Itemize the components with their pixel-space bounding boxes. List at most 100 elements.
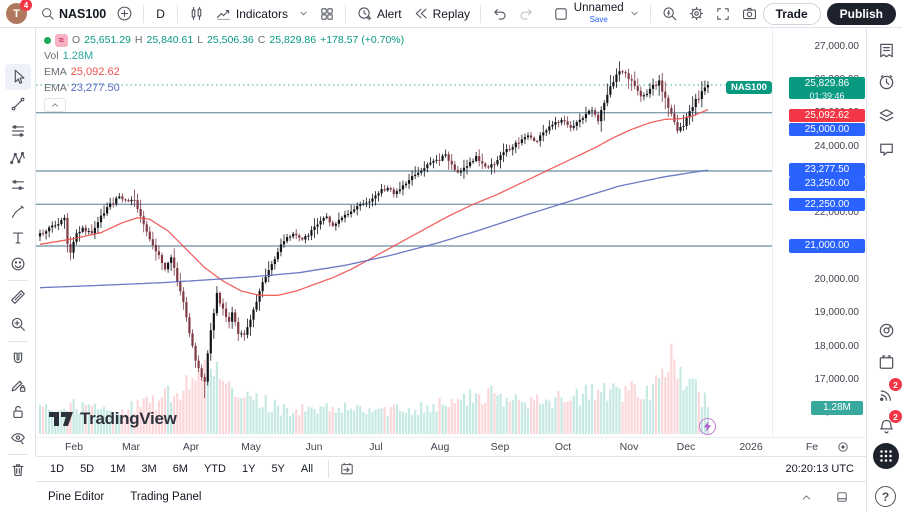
fib-retracement-tool-button[interactable]	[5, 118, 31, 144]
scroll-to-realtime-button[interactable]	[836, 440, 850, 457]
alert-button[interactable]: Alert	[351, 2, 407, 25]
cursor-tool-button[interactable]	[5, 64, 31, 90]
measure-tool-button[interactable]	[5, 284, 31, 310]
indicators-button[interactable]: Indicators	[210, 2, 293, 25]
zoom-in-button[interactable]	[5, 311, 31, 337]
change-value: +178.57 (+0.70%)	[320, 33, 405, 46]
price-label-2500000: 25,000.00	[789, 122, 865, 137]
date-tick-jun: Jun	[305, 441, 323, 453]
notifications-button[interactable]: 2	[874, 410, 902, 438]
cursor-icon	[14, 69, 25, 84]
bottom-tab-trading-panel[interactable]: Trading Panel	[130, 491, 202, 503]
right-sidebar: 2 2	[866, 28, 902, 512]
timeframe-button-5y[interactable]: 5Y	[265, 460, 290, 478]
layout-chevron[interactable]	[624, 5, 645, 22]
timeframe-button-3m[interactable]: 3M	[135, 460, 162, 478]
indicator-templates-chevron[interactable]	[293, 5, 314, 22]
legend-ema-fast-row[interactable]: EMA 25,092.62	[44, 66, 404, 78]
legend-volume-row[interactable]: Vol 1.28M	[44, 50, 404, 62]
snapshot-button[interactable]	[736, 2, 763, 25]
remove-drawings-button[interactable]	[5, 457, 31, 483]
drawing-mode-button[interactable]	[5, 372, 31, 398]
expand-panel-button[interactable]	[795, 488, 818, 507]
replay-label: Replay	[432, 6, 470, 21]
radar-icon	[879, 323, 893, 337]
clock-icon	[879, 74, 893, 89]
screener-button[interactable]	[874, 318, 898, 342]
brush-tool-button[interactable]	[5, 199, 31, 225]
alert-label: Alert	[376, 6, 402, 21]
notifications-count-badge: 2	[889, 410, 902, 423]
price-tick: 27,000.00	[814, 40, 860, 52]
alerts-panel-button[interactable]	[874, 70, 898, 94]
boost-lightning-icon[interactable]	[699, 418, 716, 435]
undo-button[interactable]	[486, 2, 513, 25]
camera-icon	[742, 7, 756, 20]
multichart-layout-button[interactable]	[314, 3, 340, 25]
separator	[176, 4, 178, 23]
price-axis[interactable]: 27,000.0026,000.0025,000.0024,000.0023,0…	[726, 28, 866, 437]
object-tree-button[interactable]	[874, 103, 898, 127]
text-tool-button[interactable]	[5, 225, 31, 251]
legend-ohlc-row[interactable]: ≈ O 25,651.29 H 25,840.61 L 25,506.36 C 25,8…	[44, 33, 405, 47]
chat-button[interactable]	[874, 137, 898, 161]
trade-button[interactable]: Trade	[762, 2, 821, 25]
replay-button[interactable]: Replay	[407, 2, 475, 25]
apps-grid-button[interactable]	[873, 443, 899, 469]
calendar-button[interactable]	[874, 350, 898, 374]
volume-label: Vol	[44, 49, 59, 62]
restore-panel-button[interactable]	[830, 487, 854, 507]
position-tool-button[interactable]	[5, 172, 31, 198]
go-to-date-button[interactable]	[334, 458, 360, 480]
chart-pane[interactable]: ≈ O 25,651.29 H 25,840.61 L 25,506.36 C 25,8…	[36, 28, 772, 437]
help-button[interactable]: ?	[875, 486, 896, 507]
timeframe-button-5d[interactable]: 5D	[74, 460, 100, 478]
magnet-mode-button[interactable]	[5, 346, 31, 372]
hide-drawings-button[interactable]	[5, 425, 31, 451]
timeframe-button-ytd[interactable]: YTD	[198, 460, 232, 478]
redo-button[interactable]	[513, 2, 540, 25]
pattern-tool-button[interactable]	[5, 145, 31, 171]
tradingview-logo-icon	[49, 412, 73, 426]
undo-icon	[494, 9, 506, 20]
legend-ema-slow-row[interactable]: EMA 23,277.50	[44, 82, 404, 94]
price-chart-canvas[interactable]	[36, 28, 772, 437]
quick-search-icon	[663, 7, 677, 21]
price-label-2100000: 21,000.00	[789, 239, 865, 253]
timeframe-button-1d[interactable]: 1D	[44, 460, 70, 478]
publish-button[interactable]: Publish	[826, 2, 896, 25]
toolbar-divider	[8, 341, 28, 342]
date-axis[interactable]: Feb Mar Apr May Jun Jul Aug Sep Oct Nov Dec 2026 Fe	[36, 437, 866, 456]
lock-drawings-button[interactable]	[5, 399, 31, 425]
timeframe-button-1y[interactable]: 1Y	[236, 460, 261, 478]
fullscreen-button[interactable]	[710, 3, 736, 25]
user-avatar[interactable]: T 4	[6, 0, 32, 24]
settings-button[interactable]	[683, 2, 710, 25]
timeframe-button-all[interactable]: All	[295, 460, 319, 478]
fullscreen-icon	[716, 7, 729, 20]
close-label: C	[257, 33, 266, 46]
timeframe-button-1m[interactable]: 1M	[104, 460, 131, 478]
quick-search-button[interactable]	[656, 2, 683, 25]
chart-type-button[interactable]	[183, 2, 210, 25]
trend-line-tool-button[interactable]	[5, 91, 31, 117]
lightning-bolt-icon	[703, 421, 712, 432]
layout-select-checkbox[interactable]	[548, 3, 574, 25]
symbol-name: NAS100	[59, 6, 107, 21]
chevron-down-icon	[631, 11, 638, 16]
compare-add-symbol-button[interactable]	[111, 2, 138, 25]
interval-button[interactable]: D	[149, 4, 172, 24]
emoji-tool-button[interactable]	[5, 251, 31, 277]
symbol-search-button[interactable]: NAS100	[35, 3, 111, 24]
date-tick-dec: Dec	[676, 441, 696, 453]
watchlist-button[interactable]	[874, 38, 898, 62]
legend-collapse-button[interactable]	[44, 98, 66, 112]
save-label[interactable]: Save	[589, 14, 608, 24]
streams-button[interactable]: 2	[874, 378, 902, 406]
bottom-tab-pine-editor[interactable]: Pine Editor	[48, 491, 105, 503]
timeframe-button-6m[interactable]: 6M	[167, 460, 194, 478]
clock-utc[interactable]: 20:20:13 UTC	[785, 463, 854, 475]
layout-name-menu[interactable]: Unnamed Save	[574, 3, 624, 24]
low-label: L	[197, 33, 204, 46]
high-label: H	[134, 33, 143, 46]
